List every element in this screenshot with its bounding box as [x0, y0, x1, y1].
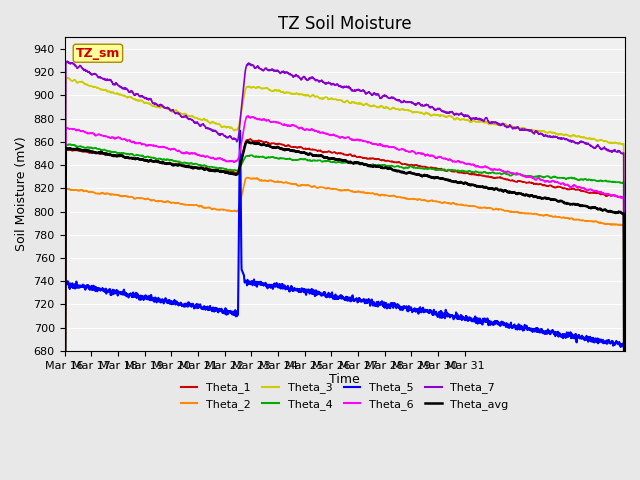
X-axis label: Time: Time — [330, 373, 360, 386]
Text: TZ_sm: TZ_sm — [76, 47, 120, 60]
Title: TZ Soil Moisture: TZ Soil Moisture — [278, 15, 412, 33]
Y-axis label: Soil Moisture (mV): Soil Moisture (mV) — [15, 137, 28, 252]
Legend: Theta_1, Theta_2, Theta_3, Theta_4, Theta_5, Theta_6, Theta_7, Theta_avg: Theta_1, Theta_2, Theta_3, Theta_4, Thet… — [177, 378, 513, 414]
